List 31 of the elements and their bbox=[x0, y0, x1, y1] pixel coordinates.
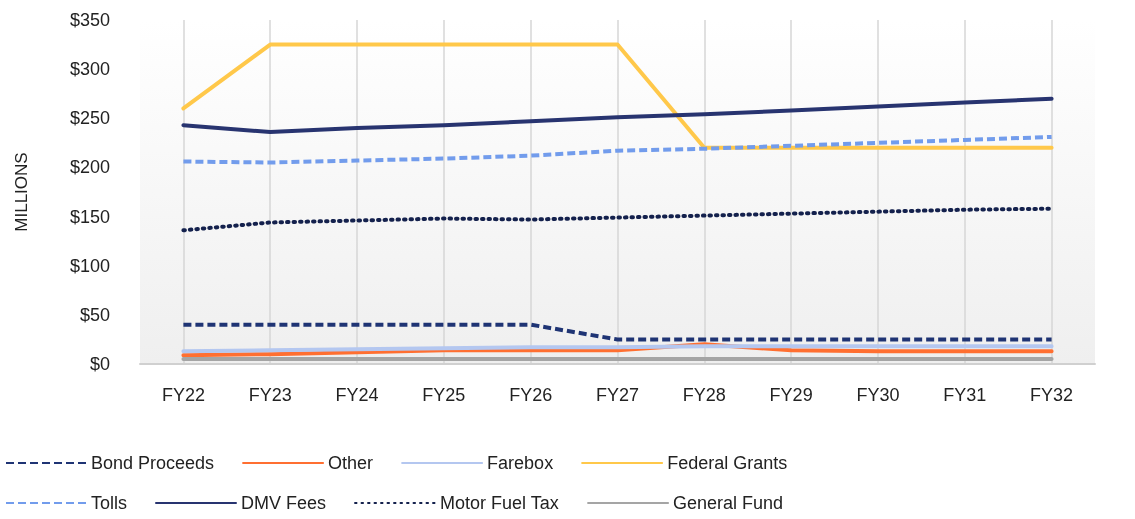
y-tick-label: $0 bbox=[89, 354, 110, 374]
y-tick-label: $100 bbox=[69, 255, 110, 276]
x-tick-label: FY22 bbox=[161, 385, 205, 405]
y-axis-title: MILLIONS bbox=[12, 152, 31, 232]
x-tick-label: FY24 bbox=[335, 385, 379, 405]
x-tick-label: FY23 bbox=[248, 385, 292, 405]
y-tick-label: $50 bbox=[79, 304, 110, 325]
x-tick-label: FY25 bbox=[422, 385, 466, 405]
legend-label: DMV Fees bbox=[241, 493, 327, 513]
x-tick-label: FY32 bbox=[1030, 385, 1074, 405]
line-series bbox=[181, 206, 1054, 233]
x-tick-label: FY29 bbox=[769, 385, 813, 405]
x-tick-label: FY31 bbox=[943, 385, 987, 405]
legend-label: Bond Proceeds bbox=[91, 453, 215, 473]
y-tick-label: $150 bbox=[69, 206, 110, 227]
legend-label: Farebox bbox=[487, 453, 554, 473]
y-tick-label: $300 bbox=[69, 59, 110, 80]
legend-label: General Fund bbox=[673, 493, 784, 513]
legend-label: Tolls bbox=[91, 493, 128, 513]
y-tick-label: $350 bbox=[69, 10, 110, 30]
legend-label: Federal Grants bbox=[667, 453, 788, 473]
line-series bbox=[181, 96, 1054, 135]
x-tick-label: FY28 bbox=[682, 385, 726, 405]
legend-label: Other bbox=[328, 453, 374, 473]
legend-label: Motor Fuel Tax bbox=[440, 493, 559, 513]
y-tick-label: $250 bbox=[69, 108, 110, 129]
line-series bbox=[181, 134, 1054, 165]
y-tick-label: $200 bbox=[69, 157, 110, 178]
x-tick-label: FY26 bbox=[509, 385, 553, 405]
x-tick-label: FY27 bbox=[595, 385, 640, 405]
x-tick-label: FY30 bbox=[856, 385, 900, 405]
